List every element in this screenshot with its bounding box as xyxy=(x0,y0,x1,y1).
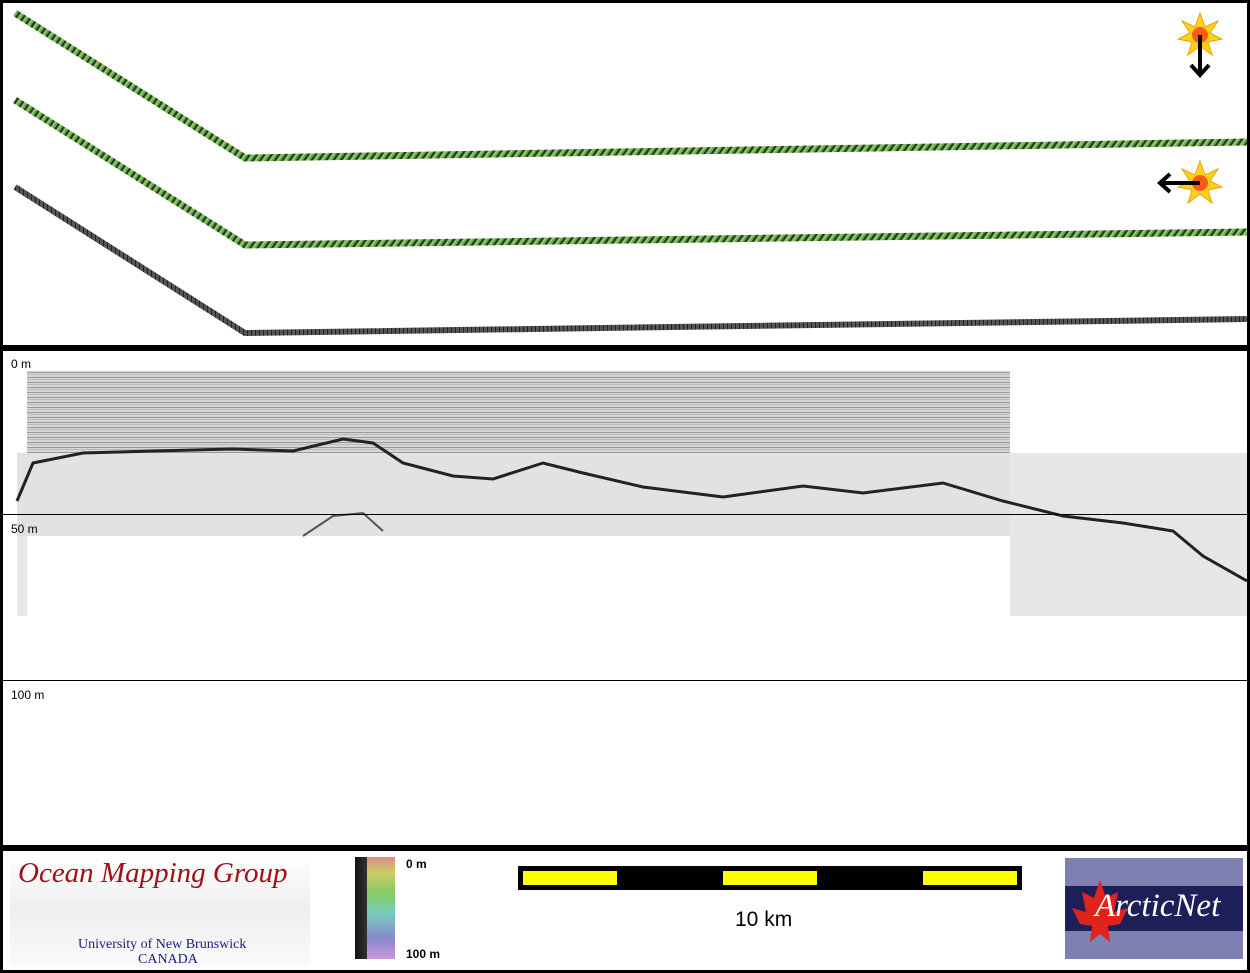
depth-colorbar xyxy=(355,857,395,959)
depth-gridline-50 xyxy=(3,514,1247,515)
scale-label: 10 km xyxy=(735,908,793,931)
omg-logo-title: Ocean Mapping Group xyxy=(18,857,288,889)
colorbar-top-label: 0 m xyxy=(406,857,427,871)
subbottom-profile-panel: 0 m 50 m 100 m xyxy=(3,351,1247,845)
arcticnet-logo: ArcticNet xyxy=(1065,858,1243,959)
scale-segment xyxy=(723,871,817,885)
scale-segment xyxy=(923,871,1017,885)
swath-sunlit-1 xyxy=(13,10,1248,162)
sun-illumination-icon xyxy=(1176,11,1224,78)
swath-panel xyxy=(3,3,1248,345)
depth-label-0: 0 m xyxy=(11,357,32,371)
depth-gridline-100 xyxy=(3,680,1247,681)
omg-logo-country: CANADA xyxy=(138,952,198,967)
seafloor-reflector xyxy=(15,437,1247,583)
sun-illumination-icon xyxy=(1157,159,1224,205)
swath-backscatter xyxy=(13,184,1248,337)
swath-plot xyxy=(13,10,1248,337)
arcticnet-logo-text: ArcticNet xyxy=(1095,888,1221,924)
colorbar-bottom-label: 100 m xyxy=(406,947,441,961)
legend-panel: Ocean Mapping Group University of New Br… xyxy=(3,851,1247,970)
depth-label-100: 100 m xyxy=(11,688,45,702)
logo-map-band xyxy=(1065,858,1243,886)
omg-logo-university: University of New Brunswick xyxy=(78,937,247,952)
depth-label-50: 50 m xyxy=(11,522,38,536)
swath-sunlit-2 xyxy=(13,97,1248,249)
ocean-mapping-group-logo: Ocean Mapping Group University of New Br… xyxy=(10,855,310,967)
scale-segment xyxy=(523,871,617,885)
subbottom-profile xyxy=(15,371,1247,616)
maple-leaf-icon xyxy=(1072,880,1128,942)
scale-bar xyxy=(518,866,1022,890)
